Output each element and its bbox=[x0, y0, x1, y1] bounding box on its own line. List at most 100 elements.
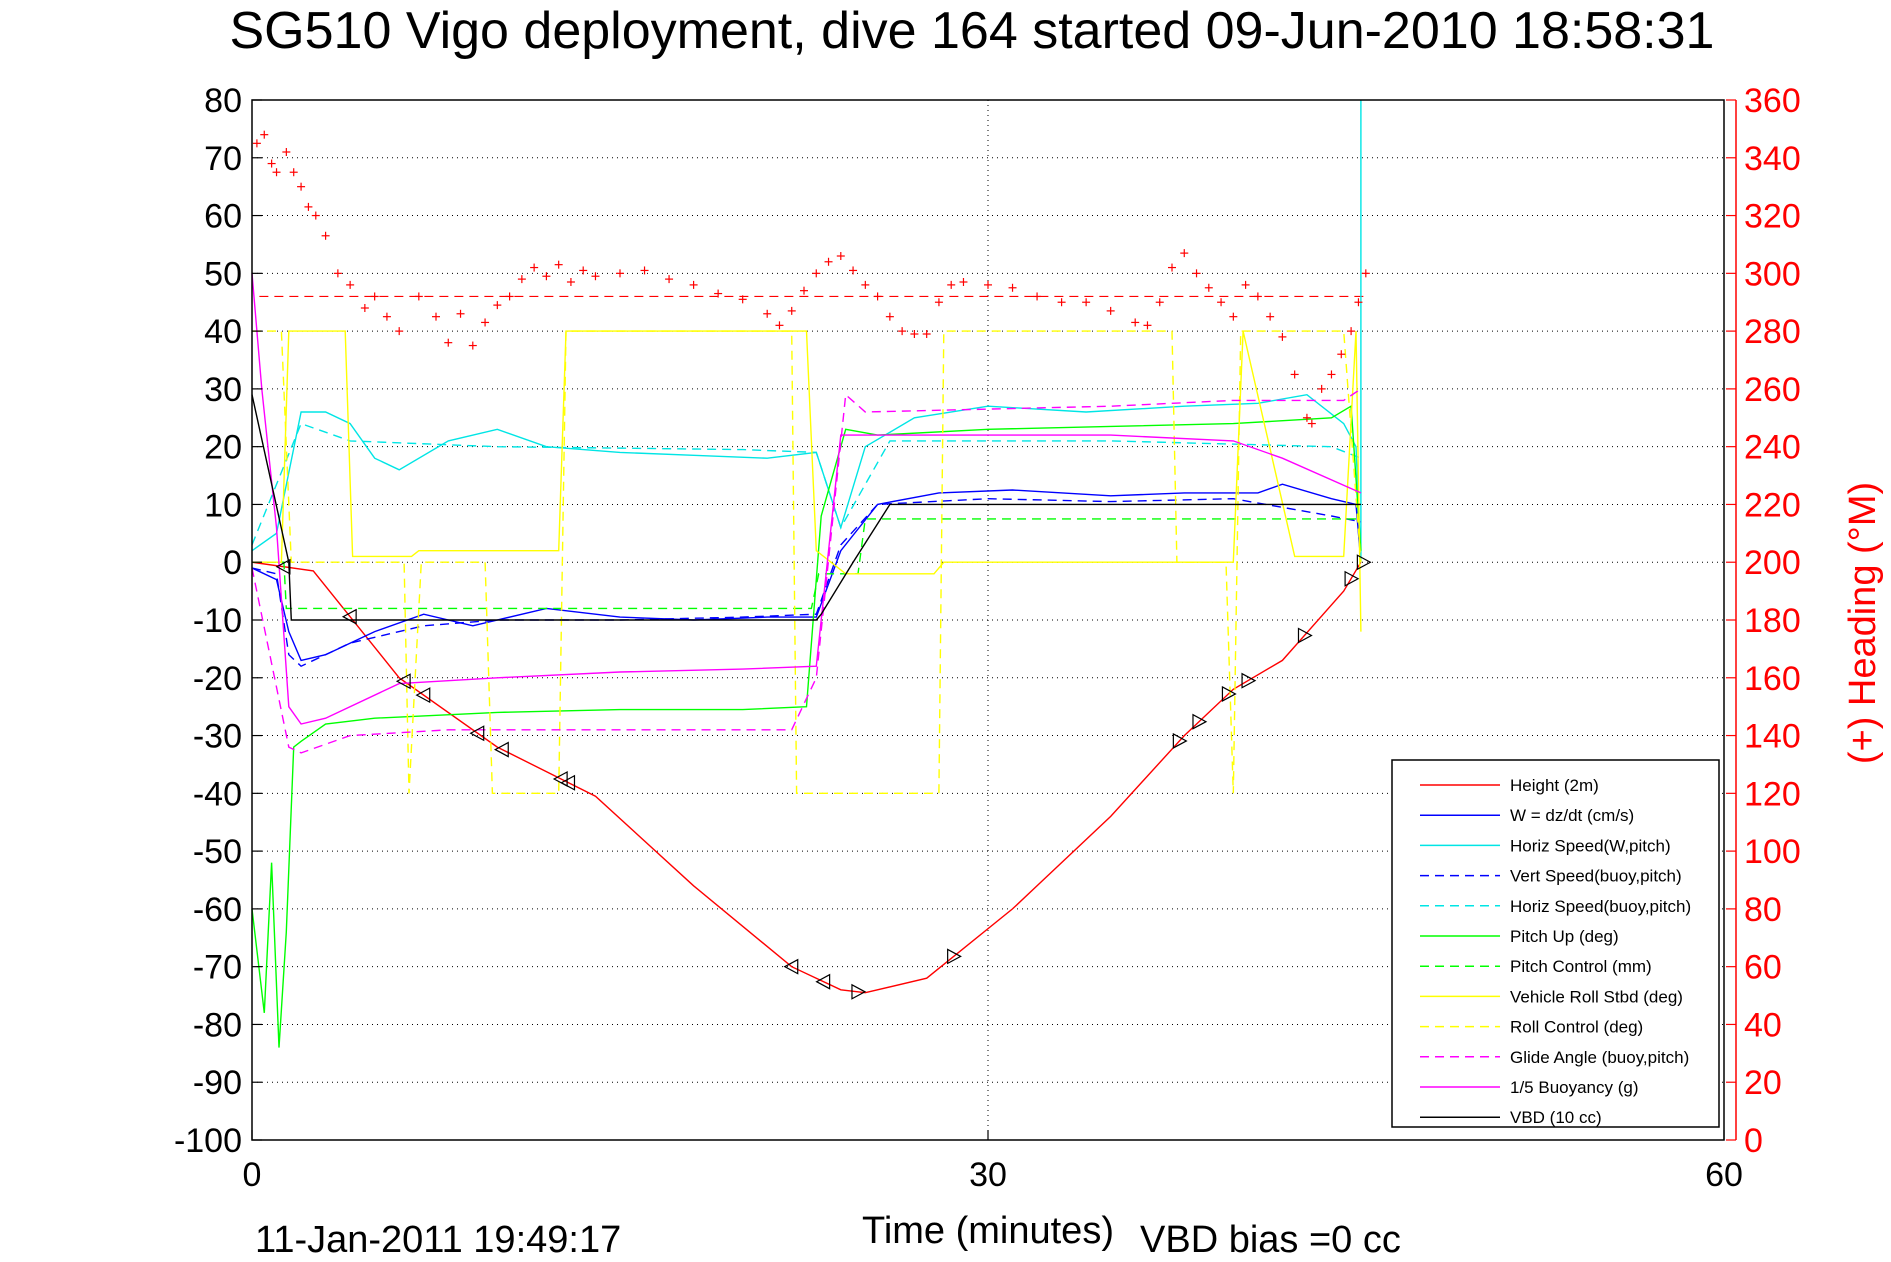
series-glide-angle-buoy-pitch bbox=[251, 388, 1362, 754]
y-tick-label: 10 bbox=[204, 486, 242, 524]
timestamp: 11-Jan-2011 19:49:17 bbox=[255, 1219, 621, 1261]
legend-box bbox=[1391, 759, 1720, 1128]
heading-point bbox=[333, 269, 342, 278]
heading-point bbox=[616, 269, 624, 278]
heading-point bbox=[272, 168, 281, 177]
right-tick-label: 160 bbox=[1744, 660, 1801, 698]
heading-point bbox=[1057, 298, 1066, 307]
y-tick-label: -80 bbox=[193, 1006, 242, 1044]
heading-point bbox=[714, 289, 723, 298]
heading-point bbox=[252, 139, 261, 148]
heading-point bbox=[493, 301, 502, 310]
right-tick-label: 320 bbox=[1744, 198, 1801, 236]
heading-point bbox=[414, 292, 423, 301]
heading-point bbox=[836, 252, 845, 260]
height-marker bbox=[469, 725, 485, 742]
heading-point bbox=[1290, 370, 1299, 379]
legend-label: Horiz Speed(W,pitch) bbox=[1510, 836, 1671, 855]
heading-point bbox=[1008, 283, 1017, 292]
legend-label: VBD (10 cc) bbox=[1510, 1108, 1602, 1127]
right-tick-label: 260 bbox=[1744, 371, 1801, 409]
x-tick-label: 0 bbox=[243, 1156, 262, 1194]
heading-point bbox=[1033, 292, 1042, 301]
right-tick-label: 300 bbox=[1744, 255, 1801, 293]
heading-point bbox=[1337, 350, 1346, 359]
heading-point bbox=[640, 266, 649, 275]
heading-point bbox=[542, 272, 551, 281]
heading-point bbox=[370, 292, 379, 301]
right-tick-label: 100 bbox=[1744, 833, 1801, 871]
heading-point bbox=[1307, 419, 1316, 428]
y-tick-label: -50 bbox=[193, 833, 242, 871]
height-marker bbox=[341, 608, 357, 625]
heading-point bbox=[922, 330, 931, 338]
legend-label: W = dz/dt (cm/s) bbox=[1510, 806, 1634, 825]
height-marker bbox=[783, 958, 799, 975]
heading-point bbox=[775, 321, 784, 330]
heading-point bbox=[579, 266, 588, 275]
legend-label: Glide Angle (buoy,pitch) bbox=[1510, 1048, 1689, 1067]
data-layer bbox=[251, 100, 1372, 1048]
series-pitch-control-mm bbox=[252, 518, 1361, 610]
heading-point bbox=[260, 130, 269, 139]
x-tick-label: 60 bbox=[1705, 1156, 1743, 1194]
y-tick-label: 20 bbox=[204, 429, 242, 467]
height-marker bbox=[947, 948, 962, 965]
heading-point bbox=[505, 292, 514, 301]
series-horiz-speed-buoy-pitch bbox=[251, 422, 1362, 546]
heading-point bbox=[297, 182, 306, 191]
heading-point bbox=[591, 272, 600, 281]
heading-point bbox=[984, 280, 992, 289]
heading-point bbox=[861, 280, 870, 289]
heading-point bbox=[481, 318, 490, 327]
right-tick-label: 220 bbox=[1744, 486, 1801, 524]
y-tick-label: 40 bbox=[204, 313, 242, 351]
heading-point bbox=[360, 304, 369, 312]
x-tick-label: 30 bbox=[969, 1156, 1007, 1194]
heading-point bbox=[873, 292, 882, 301]
heading-point bbox=[763, 309, 772, 318]
heading-point bbox=[1354, 298, 1363, 307]
y-tick-label: -60 bbox=[193, 891, 242, 929]
heading-point bbox=[1155, 298, 1164, 307]
heading-point bbox=[959, 278, 968, 286]
vbd-bias-label: VBD bias =0 cc bbox=[1140, 1219, 1401, 1261]
right-tick-label: 120 bbox=[1744, 775, 1801, 813]
heading-point bbox=[885, 312, 894, 321]
y-tick-label: 50 bbox=[204, 255, 242, 293]
y-tick-label: 70 bbox=[204, 140, 242, 178]
chart-title: SG510 Vigo deployment, dive 164 started … bbox=[230, 2, 1715, 60]
heading-point bbox=[824, 257, 833, 266]
height-marker bbox=[395, 673, 411, 690]
height-marker bbox=[1344, 570, 1360, 587]
height-marker bbox=[851, 983, 867, 1000]
heading-point bbox=[1229, 312, 1238, 321]
height-marker bbox=[493, 741, 509, 758]
height-marker bbox=[560, 774, 576, 791]
right-tick-label: 180 bbox=[1744, 602, 1801, 640]
y-tick-label: 80 bbox=[204, 82, 242, 120]
y-tick-label: -90 bbox=[193, 1064, 242, 1102]
heading-point bbox=[689, 280, 698, 289]
right-tick-label: 20 bbox=[1744, 1064, 1782, 1102]
heading-point bbox=[468, 341, 477, 350]
height-marker bbox=[1297, 627, 1313, 644]
heading-point bbox=[910, 330, 919, 338]
heading-point bbox=[1082, 298, 1091, 307]
legend-label: 1/5 Buoyancy (g) bbox=[1510, 1078, 1639, 1097]
y-tick-label: -30 bbox=[193, 718, 242, 756]
series-vehicle-roll-stbd-deg bbox=[252, 330, 1362, 632]
heading-point bbox=[311, 211, 320, 220]
heading-point bbox=[800, 286, 808, 295]
heading-point bbox=[1217, 298, 1226, 307]
right-tick-label: 360 bbox=[1744, 82, 1801, 120]
heading-point bbox=[1131, 318, 1140, 327]
heading-point bbox=[1143, 321, 1152, 330]
heading-point bbox=[665, 275, 674, 284]
heading-point bbox=[566, 278, 575, 286]
heading-point bbox=[346, 280, 355, 289]
heading-point bbox=[267, 159, 276, 168]
y-tick-label: 0 bbox=[223, 544, 242, 582]
heading-point bbox=[517, 275, 526, 284]
y-tick-label: 30 bbox=[204, 371, 242, 409]
